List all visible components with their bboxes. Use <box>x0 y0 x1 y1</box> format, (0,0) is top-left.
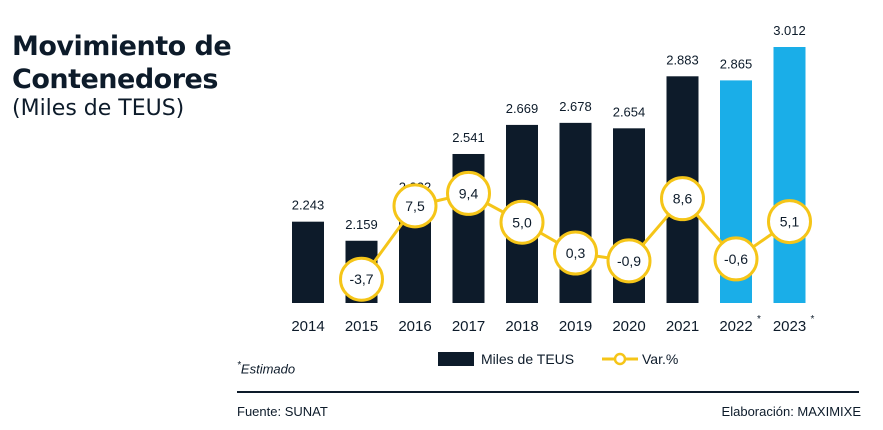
bar-value-label: 2.541 <box>452 130 485 145</box>
var-point-label: 9,4 <box>459 185 479 201</box>
var-point-2015 <box>339 256 384 302</box>
var-point-2017 <box>446 170 491 216</box>
var-point-2019 <box>553 230 598 276</box>
footnote-mark: * <box>237 360 241 371</box>
var-point-2023 <box>767 199 812 245</box>
x-tick-label: 2021 <box>666 318 699 335</box>
footer-divider <box>237 391 859 393</box>
x-tick-label: 2016 <box>398 318 431 335</box>
x-tick-label: 2014 <box>291 318 324 335</box>
var-point-label: 7,5 <box>405 198 425 214</box>
x-tick-label: 2019 <box>559 318 592 335</box>
bar-value-label: 2.243 <box>292 198 325 213</box>
source-note: Fuente: SUNAT <box>237 404 328 419</box>
bar-value-label: 2.159 <box>345 217 378 232</box>
var-point-2018 <box>499 199 545 245</box>
var-point-label: -0,9 <box>617 253 641 269</box>
title-line-1: Movimiento de <box>12 31 232 62</box>
chart-title: Movimiento de Contenedores <box>12 30 232 96</box>
legend-swatch-bars <box>438 352 474 366</box>
footnote: *Estimado <box>237 360 295 376</box>
var-point-2021 <box>660 176 705 222</box>
bar-2019 <box>559 122 592 303</box>
var-point-2016 <box>392 183 438 229</box>
legend-swatch-marker <box>613 352 627 366</box>
chart-subtitle: (Miles de TEUS) <box>12 96 185 121</box>
bar-2023 <box>773 47 806 303</box>
x-tick-mark: * <box>757 314 761 325</box>
footnote-text: Estimado <box>240 361 296 377</box>
bar-value-label: 2.678 <box>559 99 592 114</box>
x-tick-label: 2023 <box>773 318 806 335</box>
bar-value-label: 3.012 <box>773 23 806 38</box>
var-point-label: -0,6 <box>724 251 748 267</box>
var-point-label: 0,3 <box>566 245 586 261</box>
x-tick-mark: * <box>811 314 815 325</box>
var-point-label: -3,7 <box>349 271 373 287</box>
x-tick-label: 2017 <box>452 318 485 335</box>
bar-value-label: 2.669 <box>506 101 539 116</box>
x-tick-label: 2018 <box>505 318 538 335</box>
var-point-label: 5,1 <box>780 214 800 230</box>
bar-2014 <box>292 221 324 303</box>
x-tick-label: 2022 <box>719 318 752 335</box>
var-point-label: 5,0 <box>512 214 532 230</box>
var-point-2020 <box>606 238 652 284</box>
credit-note: Elaboración: MAXIMIXE <box>721 404 861 419</box>
bar-value-label: 2.883 <box>666 52 699 67</box>
bar-value-label: 2.865 <box>720 56 753 71</box>
legend: Miles de TEUS Var.% <box>438 351 678 367</box>
x-tick-label: 2015 <box>345 318 378 335</box>
var-point-label: 8,6 <box>673 191 693 207</box>
legend-label-bars: Miles de TEUS <box>481 351 574 367</box>
title-line-2: Contenedores <box>12 64 218 95</box>
var-point-2022 <box>713 236 759 282</box>
x-tick-label: 2020 <box>612 318 645 335</box>
bar-value-label: 2.654 <box>613 104 646 119</box>
legend-label-line: Var.% <box>642 351 678 367</box>
